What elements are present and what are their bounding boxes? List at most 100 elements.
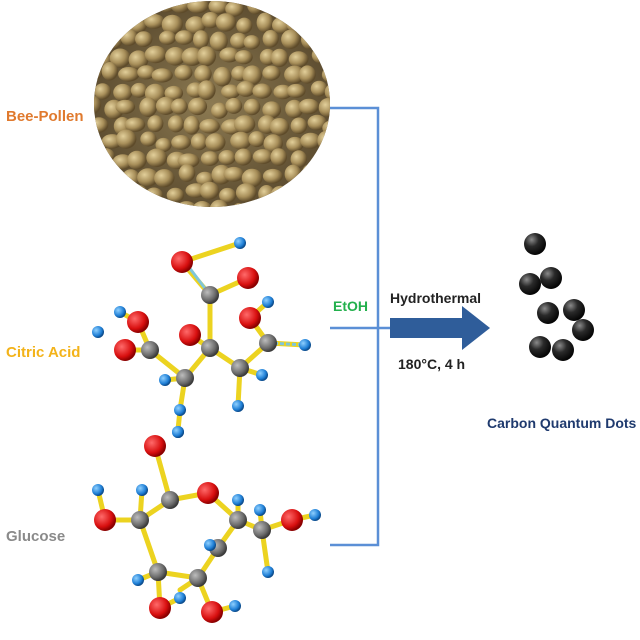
pollen-grain	[328, 15, 330, 35]
pollen-grain	[147, 115, 164, 133]
pollen-grain	[127, 150, 147, 170]
pollen-grain	[218, 150, 236, 165]
pollen-grain	[205, 133, 226, 152]
pollen-grain	[301, 29, 318, 50]
pollen-grain	[262, 65, 281, 81]
pollen-grain	[114, 13, 134, 31]
pollen-grain	[314, 1, 330, 12]
pollen-grain	[94, 95, 101, 115]
pollen-grain	[221, 84, 241, 99]
pollen-grain	[118, 67, 140, 82]
pollen-grain	[94, 199, 101, 207]
pollen-grain	[192, 201, 212, 207]
pollen-grain	[170, 98, 188, 115]
pollen-grain	[290, 117, 308, 135]
pollen-grain	[103, 167, 121, 187]
pollen-grain	[146, 148, 168, 168]
pollen-grain	[234, 50, 253, 65]
pollen-grain	[252, 149, 273, 165]
pollen-grain	[185, 16, 206, 35]
pollen-grain	[127, 184, 148, 199]
pollen-grain	[236, 81, 256, 97]
pollen-grain	[94, 117, 109, 133]
pollen-grain	[326, 148, 330, 166]
pollen-grain	[101, 61, 119, 81]
pollen-grain	[144, 45, 167, 64]
pollen-grain	[286, 136, 304, 152]
pollen-grain	[290, 150, 307, 168]
pollen-grain	[225, 97, 243, 114]
carbon-dot-spheres	[519, 233, 594, 361]
pollen-grain	[298, 98, 320, 115]
pollen-grain	[181, 47, 203, 66]
pollen-grain	[262, 30, 279, 48]
pollen-grain	[110, 183, 127, 199]
pollen-grain	[279, 1, 299, 16]
product-label: Carbon Quantum Dots	[487, 415, 637, 431]
pollen-grain	[230, 131, 252, 150]
pollen-grain	[94, 1, 102, 15]
pollen-grain	[200, 151, 219, 167]
pollen-grain	[317, 130, 330, 151]
pollen-grain	[96, 148, 115, 164]
citric-acid-molecule	[92, 237, 311, 438]
pollen-grain	[300, 132, 321, 149]
pollen-grain	[109, 48, 131, 68]
pollen-grain	[311, 46, 330, 64]
pollen-grain	[124, 117, 146, 132]
pollen-grain	[262, 101, 282, 119]
pollen-grain	[139, 97, 158, 117]
pollen-grain	[94, 83, 111, 100]
pollen-grain	[167, 115, 185, 133]
pollen-grain	[176, 201, 198, 207]
pollen-grain	[230, 203, 248, 207]
process-arrow	[390, 306, 490, 350]
glucose-label: Glucose	[6, 528, 66, 545]
pollen-grain	[197, 46, 217, 67]
pollen-grain	[137, 168, 159, 187]
pollen-grain	[178, 164, 196, 182]
pollen-grain	[258, 185, 275, 204]
pollen-grain	[130, 82, 148, 98]
pollen-grain	[101, 34, 122, 50]
pollen-grain	[211, 102, 228, 119]
pollen-grain	[190, 133, 208, 151]
pollen-grain	[194, 65, 212, 83]
pollen-grain	[318, 98, 330, 118]
pollen-grain	[330, 186, 348, 201]
pollen-grain	[155, 96, 176, 115]
pollen-grain	[94, 135, 100, 154]
pollen-grain	[94, 168, 100, 184]
pollen-grain	[219, 47, 240, 63]
pollen-grain	[201, 12, 220, 29]
pollen-grain	[140, 131, 157, 147]
pollen-grain	[241, 168, 263, 188]
pollen-grain	[223, 166, 245, 182]
pollen-grain	[288, 51, 309, 68]
pollen-grain	[209, 199, 229, 207]
pollen-grain	[219, 187, 237, 204]
pollen-grain	[158, 200, 176, 207]
bee-pollen-label: Bee-Pollen	[6, 108, 84, 125]
pollen-grain	[317, 31, 330, 49]
pollen-grain	[137, 200, 159, 207]
pollen-grain	[311, 153, 330, 171]
pollen-grain	[281, 29, 301, 49]
pollen-grain	[155, 137, 172, 153]
solvent-label: EtOH	[333, 298, 368, 314]
pollen-grain	[252, 83, 272, 99]
pollen-grain	[154, 169, 175, 188]
pollen-grain	[299, 65, 316, 84]
pollen-grain	[164, 85, 184, 101]
pollen-grain	[297, 202, 318, 207]
pollen-grain	[262, 168, 283, 184]
pollen-grain	[236, 17, 253, 34]
pollen-grain	[94, 30, 99, 45]
pollen-grain	[151, 68, 173, 83]
pollen-grain	[243, 35, 260, 50]
pollen-grain	[293, 186, 311, 205]
pollen-grain	[113, 83, 133, 102]
pollen-grain	[199, 181, 220, 200]
pollen-grain	[177, 153, 200, 168]
